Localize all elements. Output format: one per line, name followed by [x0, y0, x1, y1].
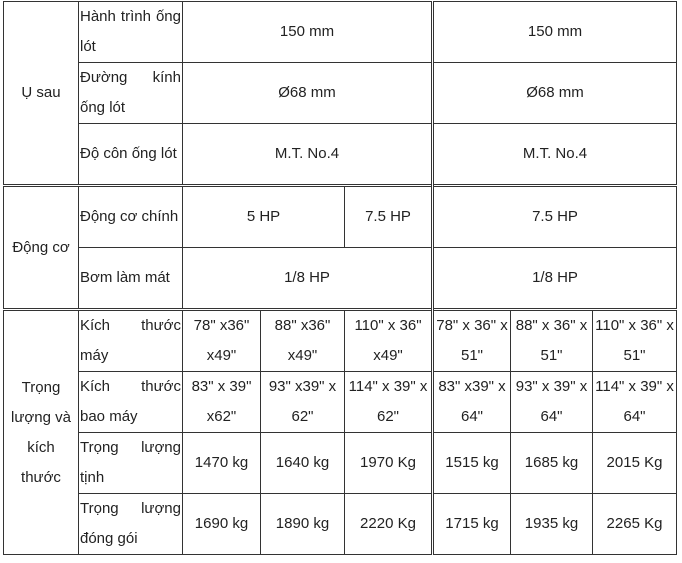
cell: 1/8 HP [182, 247, 433, 310]
cell: 2265 Kg [592, 493, 677, 555]
cell: M.T. No.4 [182, 123, 433, 186]
cell: 110" x 36" x 51" [592, 308, 677, 372]
cell: 1515 kg [431, 432, 511, 494]
row-label: Đường kính ống lót [78, 62, 183, 124]
group-trong-luong: Trọng lượng và kích thước [3, 308, 79, 555]
cell: 93" x39" x 62" [260, 371, 345, 433]
cell: 150 mm [431, 1, 677, 63]
cell: 1640 kg [260, 432, 345, 494]
cell: 1690 kg [182, 493, 261, 555]
spec-table: Ụ sau Hành trình ống lót 150 mm 150 mm Đ… [3, 1, 677, 555]
cell: 1890 kg [260, 493, 345, 555]
cell: 1685 kg [510, 432, 593, 494]
row-label: Bơm làm mát [78, 247, 183, 310]
table-row: Trọng lượng tịnh 1470 kg 1640 kg 1970 Kg… [4, 432, 677, 494]
cell: 78" x 36" x 51" [431, 308, 511, 372]
cell: 2015 Kg [592, 432, 677, 494]
row-label: Trọng lượng đóng gói [78, 493, 183, 555]
cell: 2220 Kg [344, 493, 433, 555]
row-label: Động cơ chính [78, 184, 183, 248]
cell: 78" x36" x49" [182, 308, 261, 372]
table-row: Trọng lượng đóng gói 1690 kg 1890 kg 222… [4, 493, 677, 555]
row-label: Kích thước bao máy [78, 371, 183, 433]
table-row: Trọng lượng và kích thước Kích thước máy… [3, 308, 677, 555]
cell: 7.5 HP [431, 184, 677, 248]
cell: Ø68 mm [182, 62, 433, 124]
table-row: Độ côn ống lót M.T. No.4 M.T. No.4 [4, 123, 677, 186]
cell: 110" x 36" x49" [344, 308, 433, 372]
table-row: Ụ sau Hành trình ống lót 150 mm 150 mm [3, 1, 677, 186]
cell: 1715 kg [431, 493, 511, 555]
table-row: Đường kính ống lót Ø68 mm Ø68 mm [4, 62, 677, 124]
cell: 114" x 39" x 62" [344, 371, 433, 433]
cell: 1/8 HP [431, 247, 677, 310]
cell: 88" x 36" x 51" [510, 308, 593, 372]
row-label: Trọng lượng tịnh [78, 432, 183, 494]
cell: 150 mm [182, 1, 433, 63]
table-row: Bơm làm mát 1/8 HP 1/8 HP [4, 247, 677, 310]
cell: M.T. No.4 [431, 123, 677, 186]
cell: 83" x39" x 64" [431, 371, 511, 433]
cell: Ø68 mm [431, 62, 677, 124]
cell: 83" x 39" x62" [182, 371, 261, 433]
cell: 114" x 39" x 64" [592, 371, 677, 433]
row-label: Độ côn ống lót [78, 123, 183, 186]
row-label: Hành trình ống lót [78, 1, 183, 63]
cell: 5 HP [182, 184, 345, 248]
cell: 93" x 39" x 64" [510, 371, 593, 433]
group-dong-co: Động cơ [3, 184, 79, 310]
cell: 1970 Kg [344, 432, 433, 494]
cell: 7.5 HP [344, 184, 433, 248]
table-row: Động cơ Động cơ chính 5 HP 7.5 HP 7.5 HP [3, 184, 677, 310]
cell: 1470 kg [182, 432, 261, 494]
cell: 88" x36" x49" [260, 308, 345, 372]
table-row: Kích thước bao máy 83" x 39" x62" 93" x3… [4, 371, 677, 433]
group-u-sau: Ụ sau [3, 1, 79, 186]
cell: 1935 kg [510, 493, 593, 555]
row-label: Kích thước máy [78, 308, 183, 372]
